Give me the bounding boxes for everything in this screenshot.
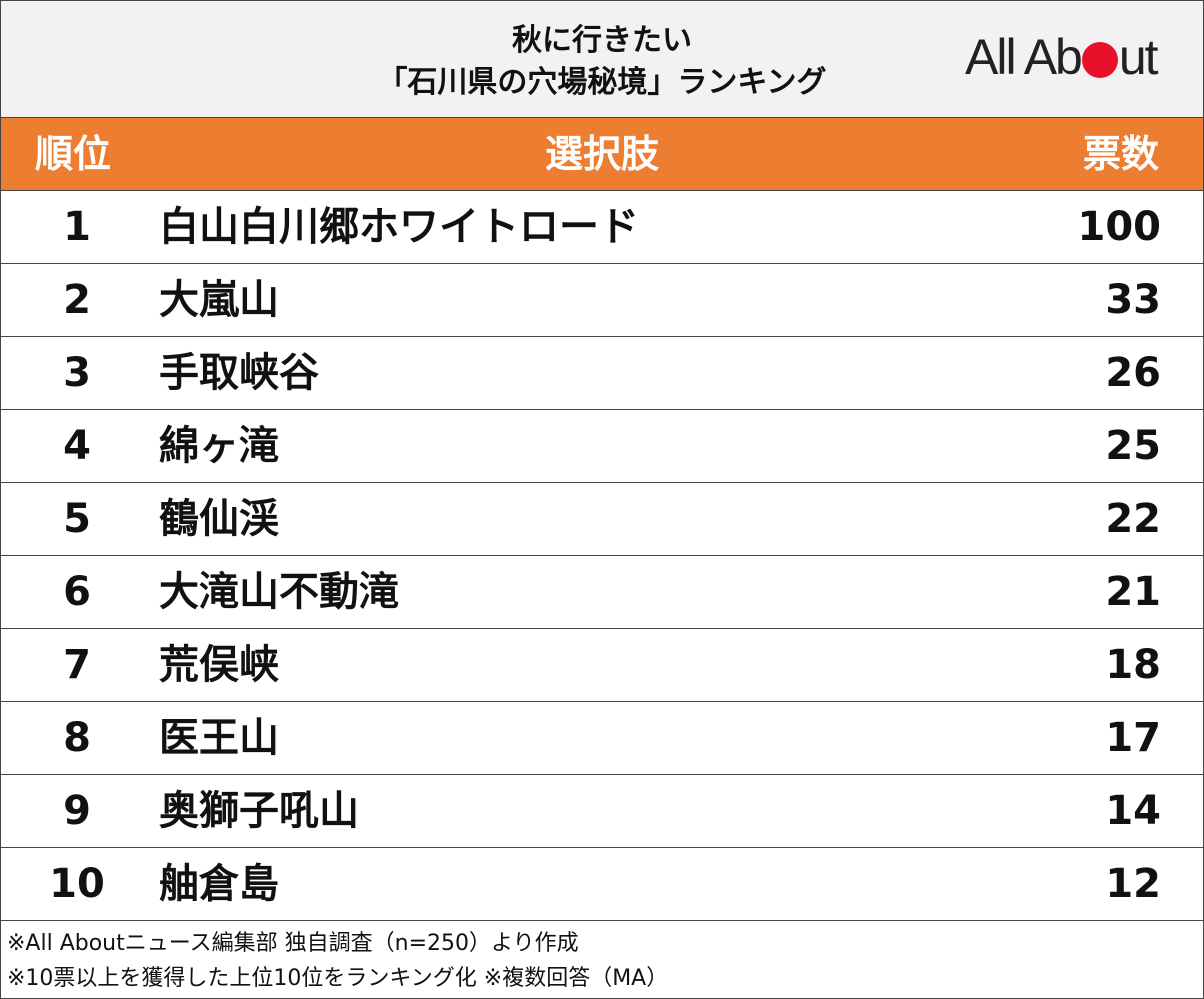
logo-red-circle-icon [1081,42,1118,78]
logo-text-end: ut [1118,29,1159,85]
choice-cell: 大滝山不動滝 [159,569,399,615]
header-rank: 順位 [35,132,112,176]
header-votes: 票数 [1083,132,1160,176]
choice-cell: 奥獅子吼山 [159,788,359,834]
table-row: 10 舳倉島 12 [1,848,1203,921]
rank-cell: 9 [63,788,91,834]
rank-cell: 7 [63,642,91,688]
header-choice: 選択肢 [544,132,659,176]
choice-cell: 綿ヶ滝 [159,423,279,469]
table-body: 1 白山白川郷ホワイトロード 100 2 大嵐山 33 3 手取峡谷 26 4 … [1,191,1203,921]
footnote-method: ※10票以上を獲得した上位10位をランキング化 ※複数回答（MA） [7,966,669,991]
table-row: 7 荒俣峡 18 [1,629,1203,702]
rank-cell: 1 [63,204,91,250]
title-line-2: 「石川県の穴場秘境」ランキング [377,65,827,100]
rank-cell: 4 [63,423,91,469]
table-row: 2 大嵐山 33 [1,264,1203,337]
votes-cell: 26 [1105,350,1161,396]
table-row: 6 大滝山不動滝 21 [1,556,1203,629]
votes-cell: 14 [1105,788,1161,834]
rank-cell: 3 [63,350,91,396]
footnotes: ※All Aboutニュース編集部 独自調査（n=250）より作成 ※10票以上… [7,926,1197,996]
title-area: 秋に行きたい 「石川県の穴場秘境」ランキング All Ab ut [1,1,1203,118]
votes-cell: 25 [1105,423,1161,469]
votes-cell: 17 [1105,715,1161,761]
choice-cell: 舳倉島 [159,861,279,907]
table-row: 5 鶴仙渓 22 [1,483,1203,556]
table-row: 9 奥獅子吼山 14 [1,775,1203,848]
table-row: 4 綿ヶ滝 25 [1,410,1203,483]
allabout-logo: All Ab ut [965,29,1159,85]
table-row: 8 医王山 17 [1,702,1203,775]
choice-cell: 鶴仙渓 [159,496,279,542]
choice-cell: 白山白川郷ホワイトロード [159,204,639,250]
votes-cell: 18 [1105,642,1161,688]
votes-cell: 12 [1105,861,1161,907]
table-header: 順位 選択肢 票数 [1,118,1203,191]
choice-cell: 手取峡谷 [159,350,319,396]
title-line-1: 秋に行きたい [512,23,692,58]
choice-cell: 荒俣峡 [159,642,279,688]
choice-cell: 医王山 [159,715,279,761]
rank-cell: 5 [63,496,91,542]
table-row: 3 手取峡谷 26 [1,337,1203,410]
votes-cell: 33 [1105,277,1161,323]
rank-cell: 10 [49,861,105,907]
footnote-source: ※All Aboutニュース編集部 独自調査（n=250）より作成 [7,931,579,956]
votes-cell: 100 [1077,204,1162,250]
rank-cell: 2 [63,277,91,323]
votes-cell: 22 [1105,496,1161,542]
choice-cell: 大嵐山 [159,277,279,323]
votes-cell: 21 [1105,569,1161,615]
rank-cell: 8 [63,715,91,761]
rank-cell: 6 [63,569,91,615]
table-row: 1 白山白川郷ホワイトロード 100 [1,191,1203,264]
logo-text-start: All Ab [965,29,1083,85]
